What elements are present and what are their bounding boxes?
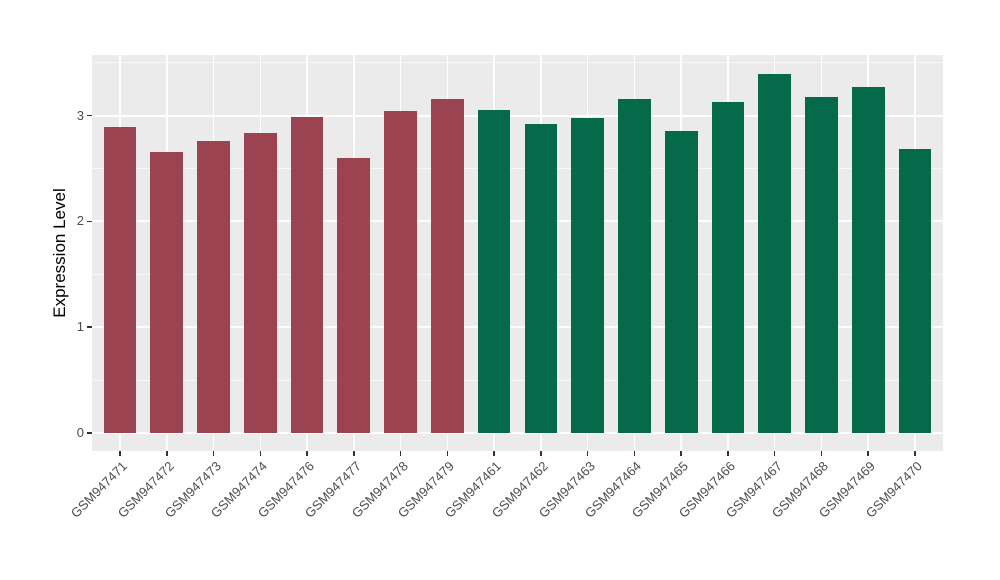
y-tick-label-3: 3 <box>76 107 84 123</box>
x-tick-mark-GSM947470 <box>914 451 916 456</box>
x-tick-mark-GSM947461 <box>493 451 495 456</box>
bar-GSM947466 <box>711 101 745 433</box>
gridline-major-y-3 <box>92 114 943 117</box>
x-tick-mark-GSM947467 <box>773 451 776 456</box>
y-tick-mark-2 <box>87 220 92 223</box>
x-tick-mark-GSM947479 <box>446 451 449 456</box>
x-tick-mark-GSM947474 <box>259 451 262 456</box>
x-tick-mark-GSM947472 <box>166 451 168 456</box>
bar-GSM947461 <box>477 110 511 433</box>
x-tick-mark-GSM947469 <box>867 451 869 456</box>
bar-GSM947474 <box>243 132 277 433</box>
gridline-minor-y-2.5 <box>92 168 943 169</box>
bar-GSM947462 <box>524 124 558 433</box>
y-tick-mark-3 <box>87 114 92 117</box>
x-tick-mark-GSM947478 <box>399 451 402 456</box>
gridline-minor-y-0.5 <box>92 379 943 381</box>
bar-GSM947479 <box>430 98 464 433</box>
y-tick-mark-0 <box>87 432 92 434</box>
bar-GSM947471 <box>103 127 137 433</box>
x-tick-mark-GSM947463 <box>586 451 589 456</box>
x-tick-mark-GSM947465 <box>680 451 682 456</box>
y-tick-label-1: 1 <box>76 319 84 335</box>
x-tick-mark-GSM947462 <box>540 451 542 456</box>
x-tick-mark-GSM947477 <box>353 451 355 456</box>
bar-GSM947477 <box>337 157 371 433</box>
x-tick-mark-GSM947471 <box>119 451 121 456</box>
gridline-minor-y-1.5 <box>92 273 943 275</box>
bar-GSM947468 <box>805 96 838 433</box>
y-tick-label-2: 2 <box>76 213 84 229</box>
bar-GSM947472 <box>150 151 184 433</box>
y-tick-label-0: 0 <box>76 425 84 440</box>
x-tick-mark-GSM947468 <box>820 451 823 456</box>
bar-GSM947465 <box>664 131 698 433</box>
plot-panel <box>92 55 943 451</box>
bar-GSM947476 <box>290 116 324 433</box>
x-tick-mark-GSM947466 <box>727 451 729 456</box>
bar-GSM947464 <box>618 98 651 433</box>
gridline-major-y-0 <box>92 432 943 434</box>
bar-GSM947463 <box>571 117 604 433</box>
bar-GSM947469 <box>851 87 885 433</box>
x-tick-mark-GSM947476 <box>306 451 308 456</box>
bar-GSM947478 <box>384 111 417 433</box>
bar-GSM947470 <box>898 149 932 433</box>
gridline-minor-y-3.5 <box>92 62 943 64</box>
x-tick-mark-GSM947473 <box>212 451 215 456</box>
gridline-major-y-1 <box>92 326 943 329</box>
bar-GSM947473 <box>197 140 230 433</box>
gridline-major-y-2 <box>92 220 943 223</box>
y-axis-title: Expression Level <box>50 188 69 318</box>
bar-GSM947467 <box>758 74 792 433</box>
y-tick-mark-1 <box>87 326 92 328</box>
x-tick-mark-GSM947464 <box>633 451 636 456</box>
